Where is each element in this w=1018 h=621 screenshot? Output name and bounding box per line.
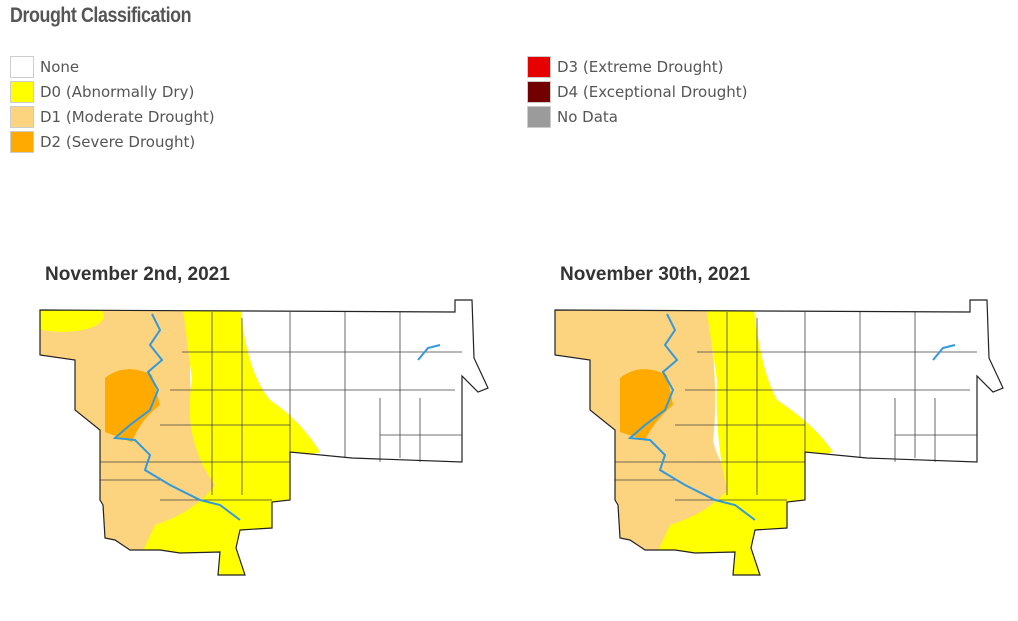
river	[112, 313, 241, 521]
legend-swatch	[10, 56, 34, 78]
legend-label: D3 (Extreme Drought)	[557, 58, 724, 76]
legend-item: D1 (Moderate Drought)	[10, 105, 215, 129]
region-d2	[620, 369, 673, 440]
legend-label: D0 (Abnormally Dry)	[40, 83, 195, 101]
legend-item: No Data	[527, 105, 618, 129]
legend-item: D4 (Exceptional Drought)	[527, 80, 748, 104]
legend-swatch	[527, 56, 551, 78]
region-d2	[105, 369, 160, 442]
map	[554, 299, 1004, 576]
legend-item: D0 (Abnormally Dry)	[10, 80, 194, 104]
legend-title: Drought Classification	[10, 4, 192, 27]
legend-label: None	[40, 58, 80, 76]
legend-swatch	[10, 106, 34, 128]
legend-swatch	[10, 131, 34, 153]
legend-swatch	[527, 106, 551, 128]
river	[627, 313, 756, 521]
legend-label: D2 (Severe Drought)	[40, 133, 196, 151]
legend-item: D3 (Extreme Drought)	[527, 55, 723, 79]
county-lines	[615, 312, 977, 501]
legend-item: D2 (Severe Drought)	[10, 130, 195, 154]
legend-label: D4 (Exceptional Drought)	[557, 83, 748, 101]
map-title: November 2nd, 2021	[45, 264, 230, 285]
legend-swatch	[10, 81, 34, 103]
river	[932, 344, 956, 361]
map	[39, 299, 489, 576]
river	[417, 344, 441, 361]
legend-label: No Data	[557, 108, 618, 126]
region-d0	[40, 300, 104, 332]
legend-item: None	[10, 55, 79, 79]
map-title: November 30th, 2021	[560, 264, 751, 285]
county-lines	[100, 312, 462, 501]
legend-swatch	[527, 81, 551, 103]
region-d0	[120, 300, 320, 575]
region-d0	[635, 300, 833, 575]
legend-label: D1 (Moderate Drought)	[40, 108, 215, 126]
